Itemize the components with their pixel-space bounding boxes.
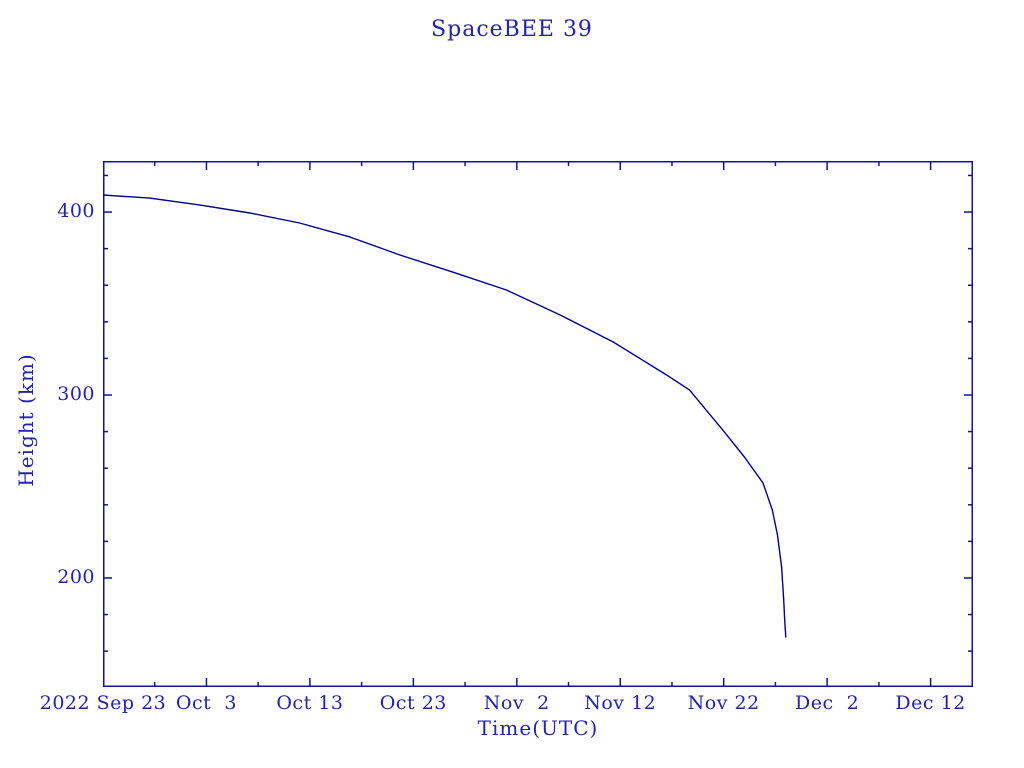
y-tick-label: 200: [57, 565, 95, 588]
y-axis-title: Height (km): [14, 353, 38, 487]
x-axis-title: Time(UTC): [477, 716, 599, 740]
plot-frame: [103, 161, 973, 687]
x-tick-label: Dec 2: [794, 692, 860, 714]
decay-curve: [103, 194, 787, 638]
x-tick-label: Oct 3: [175, 692, 237, 714]
x-tick-label: Oct 23: [379, 692, 447, 714]
x-tick-label: Nov 12: [584, 692, 657, 714]
x-tick-label: Nov 2: [483, 692, 550, 714]
y-tick-label: 300: [57, 383, 95, 405]
y-tick-label: 400: [57, 200, 95, 223]
x-tick-label: Oct 13: [276, 692, 344, 714]
plot-area: [103, 161, 973, 687]
x-tick-label: Nov 22: [687, 692, 760, 714]
chart-title: SpaceBEE 39: [431, 17, 593, 42]
x-tick-label: 2022 Sep 23: [39, 692, 167, 714]
plot-canvas: [103, 161, 973, 687]
x-tick-label: Dec 12: [895, 692, 966, 714]
